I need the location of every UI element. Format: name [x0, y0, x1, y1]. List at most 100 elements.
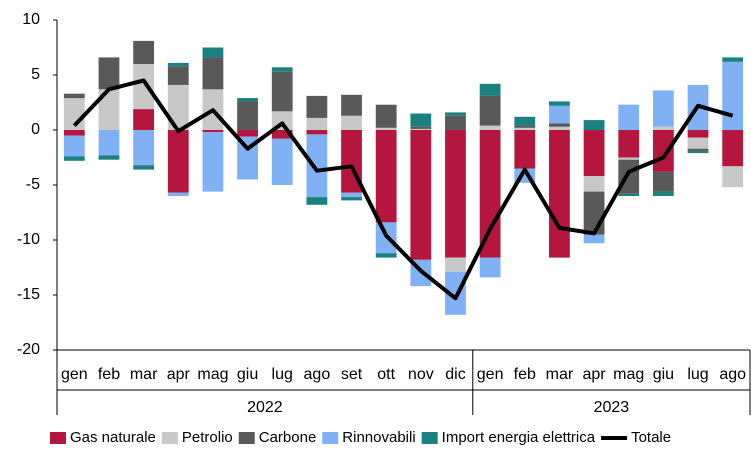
- bar: [237, 130, 258, 137]
- y-tick-label: -5: [26, 176, 40, 193]
- bar: [341, 115, 362, 130]
- bar: [98, 130, 120, 156]
- bar: [133, 40, 155, 64]
- x-tick-label: feb: [98, 366, 120, 383]
- x-tick-label: lug: [687, 366, 708, 383]
- bar: [479, 257, 501, 278]
- bar: [583, 130, 605, 177]
- x-tick-label: ago: [304, 366, 331, 383]
- bar: [549, 126, 570, 130]
- x-tick-label: nov: [408, 366, 434, 383]
- y-tick-label: -20: [17, 341, 40, 358]
- bar: [687, 150, 709, 154]
- x-tick-label: apr: [583, 366, 607, 383]
- x-tick-label: set: [341, 366, 363, 383]
- bar: [652, 126, 674, 130]
- bar: [98, 155, 120, 160]
- bar: [202, 47, 224, 58]
- bar: [618, 130, 640, 158]
- bar: [237, 101, 258, 130]
- bar: [445, 112, 466, 116]
- bar: [167, 66, 189, 85]
- bar: [652, 90, 674, 127]
- bar: [375, 253, 397, 258]
- bar: [687, 130, 709, 138]
- bar: [514, 116, 536, 126]
- bar: [549, 123, 570, 127]
- bar: [306, 197, 328, 205]
- legend-label: Carbone: [259, 429, 317, 446]
- bar: [167, 130, 189, 193]
- bar: [479, 130, 501, 258]
- bar: [652, 191, 674, 196]
- x-tick-label: dic: [445, 366, 465, 383]
- x-tick-label: giu: [653, 366, 674, 383]
- bar: [306, 130, 328, 135]
- x-tick-label: feb: [514, 366, 536, 383]
- bar: [375, 130, 397, 223]
- bar: [133, 130, 155, 166]
- x-tick-label: giu: [237, 366, 258, 383]
- bar: [514, 125, 536, 128]
- x-tick-label: lug: [272, 366, 293, 383]
- bar: [618, 193, 640, 196]
- bar: [167, 84, 189, 130]
- x-tick-label: gen: [477, 366, 504, 383]
- bar: [167, 192, 189, 196]
- x-tick-label: mag: [197, 366, 228, 383]
- bar: [306, 134, 328, 198]
- x-tick-label: mar: [546, 366, 574, 383]
- bar: [514, 127, 536, 130]
- bar: [445, 130, 466, 258]
- bar: [237, 98, 258, 102]
- legend-swatch: [161, 432, 178, 444]
- bar: [202, 130, 224, 133]
- bar: [410, 113, 432, 127]
- bar: [722, 61, 744, 130]
- bar: [652, 130, 674, 172]
- bar: [63, 93, 85, 99]
- bar: [479, 125, 501, 130]
- group-label: 2022: [247, 399, 283, 416]
- bar: [549, 130, 570, 258]
- bar: [306, 117, 328, 130]
- legend-swatch: [421, 432, 438, 444]
- y-tick-label: -10: [17, 231, 40, 248]
- bar: [722, 57, 744, 62]
- bar: [410, 126, 432, 129]
- bar: [410, 128, 432, 130]
- bar: [202, 57, 224, 90]
- bar: [549, 105, 570, 124]
- bar: [479, 83, 501, 96]
- x-tick-label: gen: [61, 366, 88, 383]
- legend-swatch: [322, 432, 339, 444]
- group-label: 2023: [594, 399, 630, 416]
- bar: [583, 191, 605, 235]
- bar: [618, 157, 640, 160]
- bar: [722, 130, 744, 167]
- bar: [722, 166, 744, 188]
- bar: [98, 89, 120, 130]
- x-tick-label: apr: [167, 366, 191, 383]
- legend-label: Rinnovabili: [342, 429, 415, 446]
- y-tick-label: -15: [17, 286, 40, 303]
- legend-swatch: [238, 432, 255, 444]
- bar: [583, 234, 605, 244]
- y-tick-label: 10: [22, 11, 40, 28]
- bar: [133, 165, 155, 170]
- bar: [514, 130, 536, 169]
- bar: [271, 138, 293, 185]
- bar: [63, 130, 85, 136]
- bar: [98, 57, 120, 90]
- bar: [479, 95, 501, 126]
- bar: [133, 64, 155, 110]
- legend-swatch: [50, 432, 66, 444]
- bar: [306, 95, 328, 118]
- legend-label: Gas naturale: [70, 429, 156, 446]
- bar: [687, 148, 709, 151]
- bar: [341, 94, 362, 116]
- bar: [445, 257, 466, 272]
- bar: [375, 127, 397, 130]
- bar: [375, 104, 397, 128]
- bar: [445, 115, 466, 130]
